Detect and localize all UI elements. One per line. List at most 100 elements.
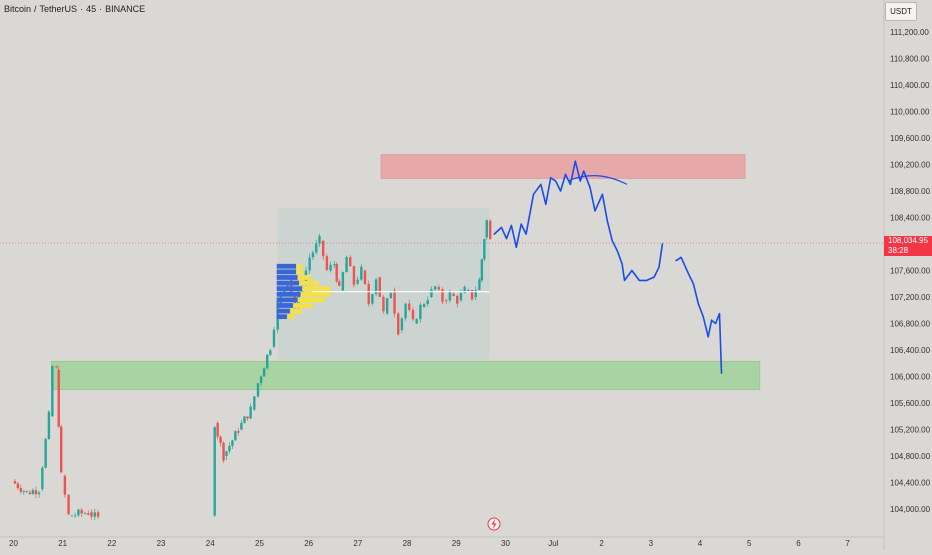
- candle-body: [408, 303, 411, 310]
- candle-body: [426, 300, 429, 305]
- profile-bar-yellow: [293, 303, 313, 308]
- background-layer: [51, 154, 761, 391]
- x-tick-label: 2: [599, 539, 604, 548]
- candle-body: [22, 491, 26, 492]
- candle-body: [489, 220, 492, 240]
- y-tick-label: 104,000.00: [890, 505, 931, 514]
- candle-body: [374, 279, 378, 295]
- candle-body: [367, 283, 370, 305]
- candle-body: [321, 240, 325, 257]
- candle-body: [228, 445, 231, 452]
- profile-bar-blue: [276, 275, 298, 280]
- candle-body: [404, 303, 407, 319]
- x-tick-label: 25: [255, 539, 264, 548]
- volume-profile: [276, 263, 331, 320]
- last-price-label: 108,034.95 38:28: [884, 236, 932, 256]
- candle-body: [341, 272, 345, 291]
- candle-body: [19, 488, 23, 492]
- candle-body: [448, 291, 452, 301]
- candle-body: [356, 279, 359, 284]
- profile-bar-yellow: [296, 263, 303, 269]
- candle-body: [393, 290, 396, 314]
- bar-countdown: 38:28: [888, 246, 909, 255]
- currency-button[interactable]: USDT: [885, 2, 917, 21]
- candle-body: [382, 296, 385, 312]
- profile-bar-blue: [276, 291, 301, 297]
- y-tick-label: 105,600.00: [890, 399, 931, 408]
- candle-body: [51, 366, 54, 417]
- profile-bar-blue: [276, 303, 294, 308]
- candle-body: [63, 475, 67, 495]
- x-tick-label: 20: [9, 539, 18, 548]
- candle-body: [44, 438, 47, 468]
- candle-body: [433, 286, 437, 290]
- candle-body: [308, 257, 311, 271]
- candle-body: [397, 313, 400, 335]
- candles: [13, 218, 492, 521]
- profile-bar-yellow: [299, 280, 319, 286]
- candle-body: [400, 318, 404, 331]
- candle-body: [231, 440, 234, 446]
- candle-body: [57, 369, 60, 427]
- candle-body: [47, 411, 51, 439]
- y-tick-label: 109,600.00: [890, 134, 931, 143]
- candle-body: [318, 236, 321, 244]
- y-tick-label: 104,400.00: [890, 479, 931, 488]
- candle-body: [345, 256, 348, 273]
- candle-body: [60, 426, 63, 473]
- profile-bar-blue: [276, 263, 297, 269]
- x-tick-label: 28: [403, 539, 412, 548]
- profile-bar-yellow: [297, 297, 325, 303]
- candle-body: [480, 259, 484, 281]
- candle-body: [363, 270, 367, 284]
- candle-body: [266, 354, 269, 369]
- candle-body: [430, 289, 433, 297]
- candle-body: [70, 515, 74, 517]
- candle-body: [272, 329, 276, 347]
- profile-bar-yellow: [296, 269, 304, 275]
- candle-body: [83, 513, 87, 515]
- candle-body: [246, 416, 249, 419]
- y-tick-label: 108,400.00: [890, 214, 931, 223]
- resistance-zone: [380, 154, 746, 179]
- x-tick-label: 7: [845, 539, 850, 548]
- y-tick-label: 108,800.00: [890, 187, 931, 196]
- x-tick-label: 3: [649, 539, 654, 548]
- flash-icon[interactable]: [487, 517, 501, 531]
- candle-body: [41, 467, 44, 490]
- candle-body: [243, 416, 246, 424]
- candle-body: [225, 451, 228, 456]
- x-tick-label: 6: [796, 539, 801, 548]
- profile-bar-yellow: [290, 308, 303, 314]
- x-tick-label: 21: [58, 539, 67, 548]
- y-tick-label: 104,800.00: [890, 452, 931, 461]
- candle-body: [441, 289, 444, 302]
- x-tick-label: 24: [206, 539, 215, 548]
- candle-body: [325, 256, 329, 270]
- candle-body: [37, 492, 41, 495]
- y-tick-label: 110,000.00: [890, 108, 930, 117]
- profile-bar-blue: [276, 314, 288, 320]
- profile-bar-yellow: [297, 275, 312, 280]
- y-tick-label: 111,200.00: [890, 28, 929, 37]
- candle-body: [311, 252, 315, 258]
- forecast-drawing: [493, 160, 723, 374]
- pair-name: TetherUS: [39, 4, 78, 14]
- x-tick-label: 27: [353, 539, 362, 548]
- candle-body: [371, 294, 374, 304]
- candle-body: [222, 442, 225, 461]
- chart-title: Bitcoin / TetherUS · 45 · BINANCE: [4, 4, 146, 14]
- candle-body: [474, 290, 477, 297]
- candle-body: [360, 266, 363, 280]
- x-tick-label: Jul: [548, 539, 558, 548]
- symbol-name: Bitcoin: [4, 4, 32, 14]
- y-tick-label: 106,400.00: [890, 346, 931, 355]
- candle-body: [335, 263, 338, 282]
- candle-body: [67, 494, 70, 515]
- candle-body: [352, 266, 356, 285]
- x-tick-label: 23: [157, 539, 166, 548]
- profile-bar-yellow: [302, 286, 331, 292]
- candle-body: [463, 286, 466, 293]
